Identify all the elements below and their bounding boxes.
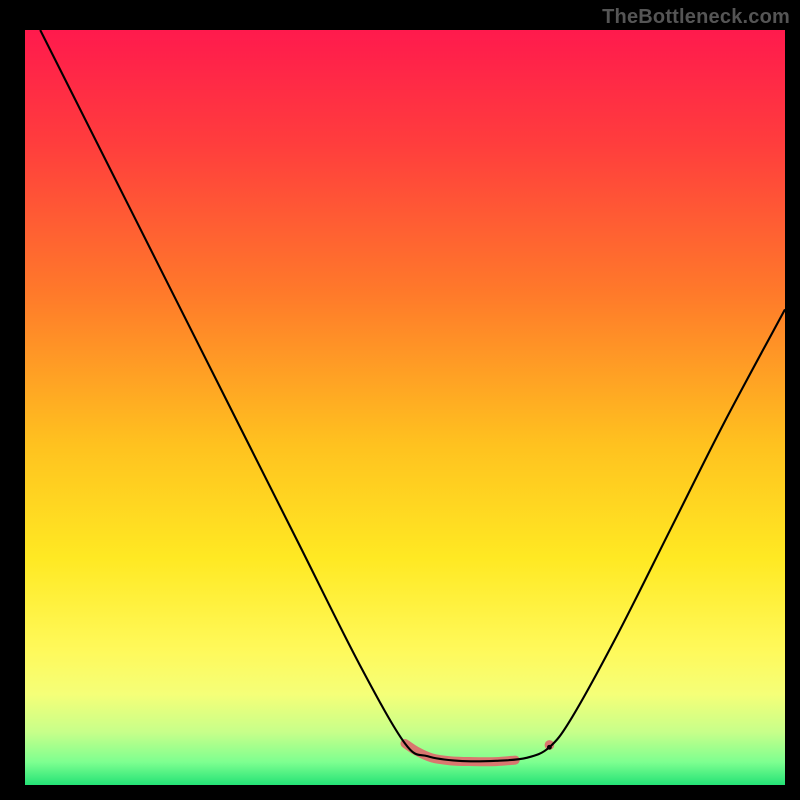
bottleneck-curve-chart [0, 0, 800, 800]
curve-marker-dot [547, 745, 552, 750]
chart-container: TheBottleneck.com [0, 0, 800, 800]
plot-background-gradient [25, 30, 785, 785]
watermark-text: TheBottleneck.com [602, 6, 790, 29]
